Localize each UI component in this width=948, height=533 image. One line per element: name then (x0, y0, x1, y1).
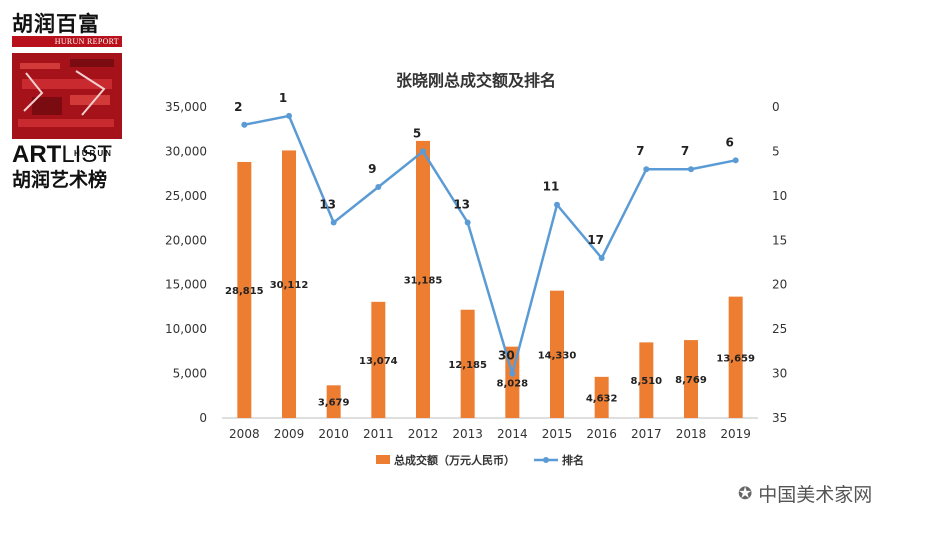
y-right-tick-label: 20 (772, 278, 787, 292)
rank-data-label: 5 (413, 126, 421, 140)
bar-data-label: 4,632 (586, 393, 618, 404)
rank-data-label: 13 (453, 198, 470, 212)
y-right-tick-label: 10 (772, 189, 787, 203)
y-left-tick-label: 5,000 (173, 367, 207, 381)
y-right-tick-label: 0 (772, 100, 780, 114)
y-left-tick-label: 15,000 (165, 278, 207, 292)
y-left-tick-label: 25,000 (165, 189, 207, 203)
y-right-tick-label: 35 (772, 411, 787, 425)
watermark-text: 中国美术家网 (758, 484, 873, 506)
hurun-logo: 胡润百富 HURUN REPORT ARTLIST HURUN 胡润艺术榜 (12, 12, 132, 207)
rank-data-label: 13 (319, 198, 336, 212)
bar (594, 376, 609, 418)
legend-bar-swatch (376, 455, 390, 464)
logo-art-list-chinese: 胡润艺术榜 (12, 169, 108, 191)
x-tick-label: 2009 (274, 427, 305, 441)
logo-hurun-title: 胡润百富 (12, 12, 100, 36)
logo-artlist: ARTLIST HURUN (12, 143, 132, 167)
bar-data-label: 14,330 (538, 350, 577, 361)
rank-point (241, 121, 248, 128)
y-right-tick-label: 5 (772, 144, 780, 158)
x-tick-label: 2011 (363, 427, 394, 441)
rank-data-label: 1 (279, 91, 287, 105)
logo-hurun-report: HURUN REPORT (12, 36, 122, 47)
x-tick-label: 2013 (452, 427, 483, 441)
rank-point (375, 183, 382, 190)
rank-point (286, 112, 292, 119)
x-tick-label: 2016 (586, 427, 617, 441)
bar-data-label: 12,185 (448, 360, 487, 371)
bar (282, 150, 296, 419)
bar-data-label: 30,112 (270, 280, 309, 291)
chart-title: 张晓刚总成交额及排名 (396, 71, 556, 90)
bar (684, 340, 698, 418)
legend-bar-label: 总成交额（万元人民币） (394, 453, 515, 467)
bar (326, 385, 341, 418)
y-right-tick-label: 15 (772, 233, 787, 247)
x-tick-label: 2008 (229, 427, 260, 441)
bar-data-label: 13,659 (716, 353, 755, 364)
wechat-icon: ✪ (738, 483, 753, 504)
x-tick-label: 2015 (542, 427, 573, 441)
rank-data-label: 9 (368, 162, 376, 176)
bar-data-label: 8,769 (675, 375, 707, 386)
watermark: ✪ 中国美术家网 (738, 480, 872, 507)
rank-data-label: 11 (543, 180, 560, 194)
y-right-tick-label: 30 (772, 367, 787, 381)
y-left-tick-label: 20,000 (165, 233, 207, 247)
rank-point (598, 255, 605, 262)
rank-data-label: 17 (587, 233, 604, 247)
rank-data-label: 2 (234, 100, 242, 114)
logo-art-graphic (12, 53, 122, 139)
y-right-tick-label: 25 (772, 322, 787, 336)
rank-point (509, 370, 516, 377)
logo-hurun-small: HURUN (74, 149, 113, 158)
bar-data-label: 8,028 (497, 378, 529, 389)
x-tick-label: 2014 (497, 427, 528, 441)
rank-data-label: 7 (681, 144, 689, 158)
y-left-tick-label: 0 (199, 411, 207, 425)
rank-point (330, 219, 337, 226)
rank-data-label: 6 (725, 135, 733, 149)
bar-data-label: 13,074 (359, 356, 398, 367)
bar (728, 296, 743, 418)
rank-point (554, 201, 560, 208)
y-left-tick-label: 10,000 (165, 322, 207, 336)
bar-data-label: 31,185 (404, 275, 443, 286)
x-tick-label: 2018 (676, 427, 707, 441)
rank-data-label: 7 (636, 144, 644, 158)
x-tick-label: 2017 (631, 427, 662, 441)
bar (639, 342, 654, 418)
logo-art-text: ART (12, 141, 62, 168)
x-tick-label: 2012 (408, 427, 439, 441)
bar-data-label: 3,679 (318, 398, 350, 409)
legend-line-label: 排名 (562, 453, 584, 467)
rank-point (464, 219, 471, 226)
rank-point (732, 157, 739, 164)
bar-data-label: 28,815 (225, 286, 264, 297)
rank-line (244, 114, 736, 379)
rank-data-label: 30 (498, 349, 515, 363)
rank-point (420, 148, 426, 155)
logo-art-graphic-svg (12, 53, 122, 139)
rank-point (643, 166, 650, 173)
bar (460, 309, 475, 418)
bar-data-label: 8,510 (631, 376, 663, 387)
bar (416, 140, 430, 419)
y-left-tick-label: 30,000 (165, 144, 207, 158)
bar (550, 290, 564, 418)
bar (237, 161, 252, 419)
x-tick-label: 2019 (720, 427, 751, 441)
legend-line-marker (543, 457, 549, 463)
bar (371, 301, 386, 418)
y-left-tick-label: 35,000 (165, 100, 207, 114)
x-tick-label: 2010 (318, 427, 349, 441)
rank-point (688, 166, 694, 173)
logo-list-text: LIST (61, 141, 113, 168)
